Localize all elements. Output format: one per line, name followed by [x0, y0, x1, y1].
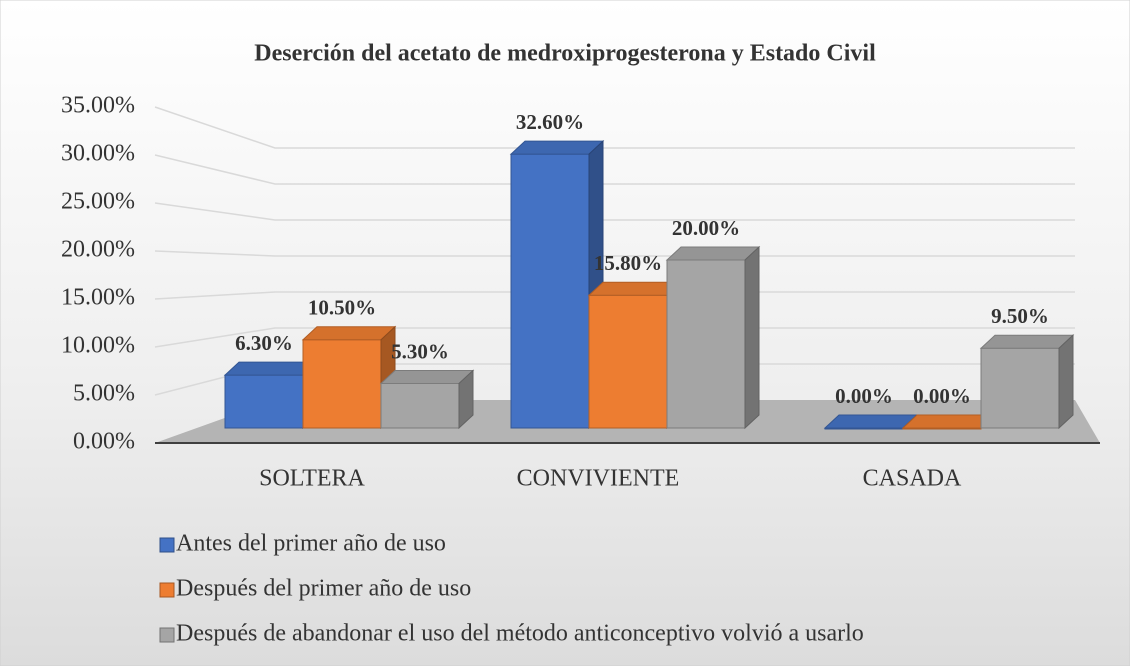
bar-front [224, 374, 304, 429]
x-tick-label: SOLTERA [259, 466, 365, 492]
legend-swatch [159, 537, 175, 553]
grid-line [154, 202, 1075, 221]
grid-line [154, 250, 1075, 257]
legend-swatch [159, 627, 175, 643]
bar-top [823, 414, 919, 429]
data-label: 15.80% [594, 251, 662, 275]
grid-line [154, 291, 1075, 300]
data-label: 10.50% [308, 296, 376, 320]
grid-line [154, 327, 1075, 348]
bar-side [744, 245, 760, 430]
bar-top [665, 246, 761, 261]
data-label: 0.00% [835, 384, 893, 408]
bar [379, 369, 475, 430]
x-tick-label: CASADA [863, 466, 962, 492]
grid-line [154, 154, 1075, 185]
bar-side [1058, 334, 1074, 430]
bar [979, 334, 1075, 430]
bar [509, 140, 605, 430]
y-tick-label: 30.00% [61, 141, 135, 167]
y-tick-label: 20.00% [61, 237, 135, 263]
data-label: 20.00% [672, 216, 740, 240]
bar-front [666, 259, 746, 429]
bar-top [379, 369, 475, 384]
y-tick-label: 15.00% [61, 285, 135, 311]
legend-swatch [159, 582, 175, 598]
data-label: 32.60% [516, 110, 584, 134]
legend-label: Después del primer año de uso [176, 576, 471, 602]
bar-top [301, 326, 397, 341]
bar-top [509, 140, 605, 155]
data-label: 0.00% [913, 384, 971, 408]
data-label: 6.30% [235, 331, 293, 355]
y-tick-label: 35.00% [61, 93, 135, 119]
bar-front [302, 339, 382, 429]
bar-front [510, 153, 590, 429]
x-tick-label: CONVIVIENTE [517, 466, 680, 492]
data-label: 9.50% [991, 304, 1049, 328]
bar [665, 245, 761, 430]
legend-label: Antes del primer año de uso [176, 531, 446, 557]
bar-side [458, 369, 474, 430]
y-tick-label: 25.00% [61, 189, 135, 215]
y-tick-label: 10.00% [61, 333, 135, 359]
bar-front [980, 347, 1060, 429]
chart-title: Deserción del acetato de medroxiprogeste… [254, 41, 876, 67]
y-tick-label: 0.00% [73, 429, 135, 455]
legend-label: Después de abandonar el uso del método a… [176, 621, 864, 647]
y-tick-label: 5.00% [73, 381, 135, 407]
bar-front [588, 294, 668, 429]
bar [823, 414, 919, 430]
data-label: 5.30% [391, 339, 449, 363]
bar-top [979, 334, 1075, 349]
grid-line [154, 106, 1075, 149]
bar-front [380, 382, 460, 429]
